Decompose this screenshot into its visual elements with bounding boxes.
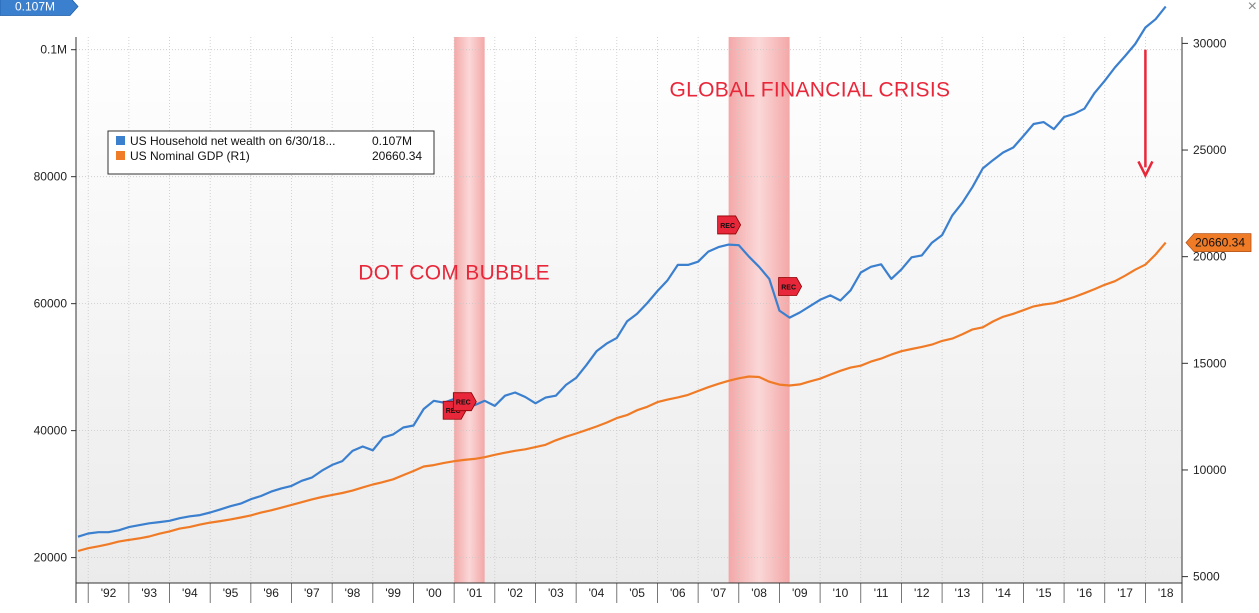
rec-flag: REC <box>452 392 477 412</box>
left-tick-label: 80000 <box>34 170 68 184</box>
x-tick-label: '01 <box>467 586 483 600</box>
rec-flag-label: REC <box>781 285 796 292</box>
left-current-value-badge: 0.107M <box>0 0 79 16</box>
legend-series-name: US Nominal GDP (R1) <box>130 149 250 163</box>
rec-flag: REC <box>778 277 803 296</box>
left-value-badge-shape <box>0 0 79 16</box>
x-tick-label: '08 <box>751 586 767 600</box>
x-tick-label: '03 <box>548 586 564 600</box>
chart-legend: US Household net wealth on 6/30/18... 0.1… <box>107 130 435 175</box>
legend-series-value: 20660.34 <box>372 149 422 163</box>
x-tick-label: '05 <box>629 586 645 600</box>
right-tick-label: 25000 <box>1193 143 1227 157</box>
legend-series-name: US Household net wealth on 6/30/18... <box>130 134 335 148</box>
x-tick-label: '02 <box>507 586 523 600</box>
legend-series-value: 0.107M <box>372 134 412 148</box>
right-current-value: 20660.34 <box>1195 236 1245 250</box>
x-tick-label: '16 <box>1077 586 1093 600</box>
right-tick-label: 5000 <box>1193 570 1220 584</box>
plot-background <box>76 37 1182 583</box>
right-current-value-badge: 20660.34 <box>1185 233 1252 252</box>
x-tick-label: '99 <box>385 586 401 600</box>
rec-flag-label: REC <box>456 400 471 407</box>
x-tick-label: '93 <box>141 586 157 600</box>
x-tick-label: '11 <box>874 586 889 600</box>
down-arrow-icon <box>1137 49 1154 179</box>
arrow-head <box>1137 160 1154 179</box>
right-tick-label: 30000 <box>1193 36 1227 50</box>
left-tick-label: 0.1M <box>40 43 67 57</box>
close-icon[interactable]: × <box>1247 0 1257 15</box>
legend-swatch <box>116 136 125 145</box>
rec-flag-label: REC <box>720 223 735 230</box>
x-tick-label: '00 <box>426 586 442 600</box>
grid-lines <box>76 37 1182 583</box>
annotation-global-financial-crisis: GLOBAL FINANCIAL CRISIS <box>670 79 951 102</box>
x-tick-label: '12 <box>914 586 930 600</box>
right-value-badge-shape <box>1185 233 1252 252</box>
x-tick-label: '14 <box>995 586 1011 600</box>
x-tick-label: '97 <box>304 586 320 600</box>
x-tick-label: '94 <box>182 586 198 600</box>
x-tick-label: '18 <box>1158 586 1174 600</box>
legend-box <box>107 130 435 175</box>
x-tick-label: '06 <box>670 586 686 600</box>
x-tick-label: '96 <box>263 586 279 600</box>
x-tick-label: '09 <box>792 586 808 600</box>
x-tick-label: '07 <box>711 586 727 600</box>
rec-flag-badge <box>717 215 742 235</box>
series-line-gdp <box>77 241 1167 553</box>
annotation-dot-com-bubble: DOT COM BUBBLE <box>358 262 550 285</box>
x-tick-label: '04 <box>589 586 605 600</box>
rec-flag-badge <box>778 277 803 296</box>
x-tick-label: '13 <box>955 586 971 600</box>
left-tick-label: 20000 <box>34 551 68 565</box>
rec-flag: REC <box>717 215 742 235</box>
recession-band <box>454 37 485 583</box>
x-tick-label: '10 <box>833 586 849 600</box>
x-tick-label: '15 <box>1036 586 1052 600</box>
left-tick-label: 60000 <box>34 297 68 311</box>
left-current-value: 0.107M <box>15 0 55 14</box>
x-tick-label: '17 <box>1117 586 1133 600</box>
right-tick-label: 20000 <box>1193 250 1227 264</box>
series-line-wealth <box>77 5 1167 538</box>
x-tick-label: '92 <box>101 586 117 600</box>
left-tick-label: 40000 <box>34 424 68 438</box>
rec-flag-label: REC <box>446 408 461 415</box>
right-tick-label: 15000 <box>1193 356 1227 370</box>
legend-swatch <box>116 151 125 160</box>
x-tick-label: '95 <box>223 586 239 600</box>
x-tick-label: '98 <box>345 586 361 600</box>
rec-flag-badge <box>452 392 477 412</box>
right-tick-label: 10000 <box>1193 463 1227 477</box>
